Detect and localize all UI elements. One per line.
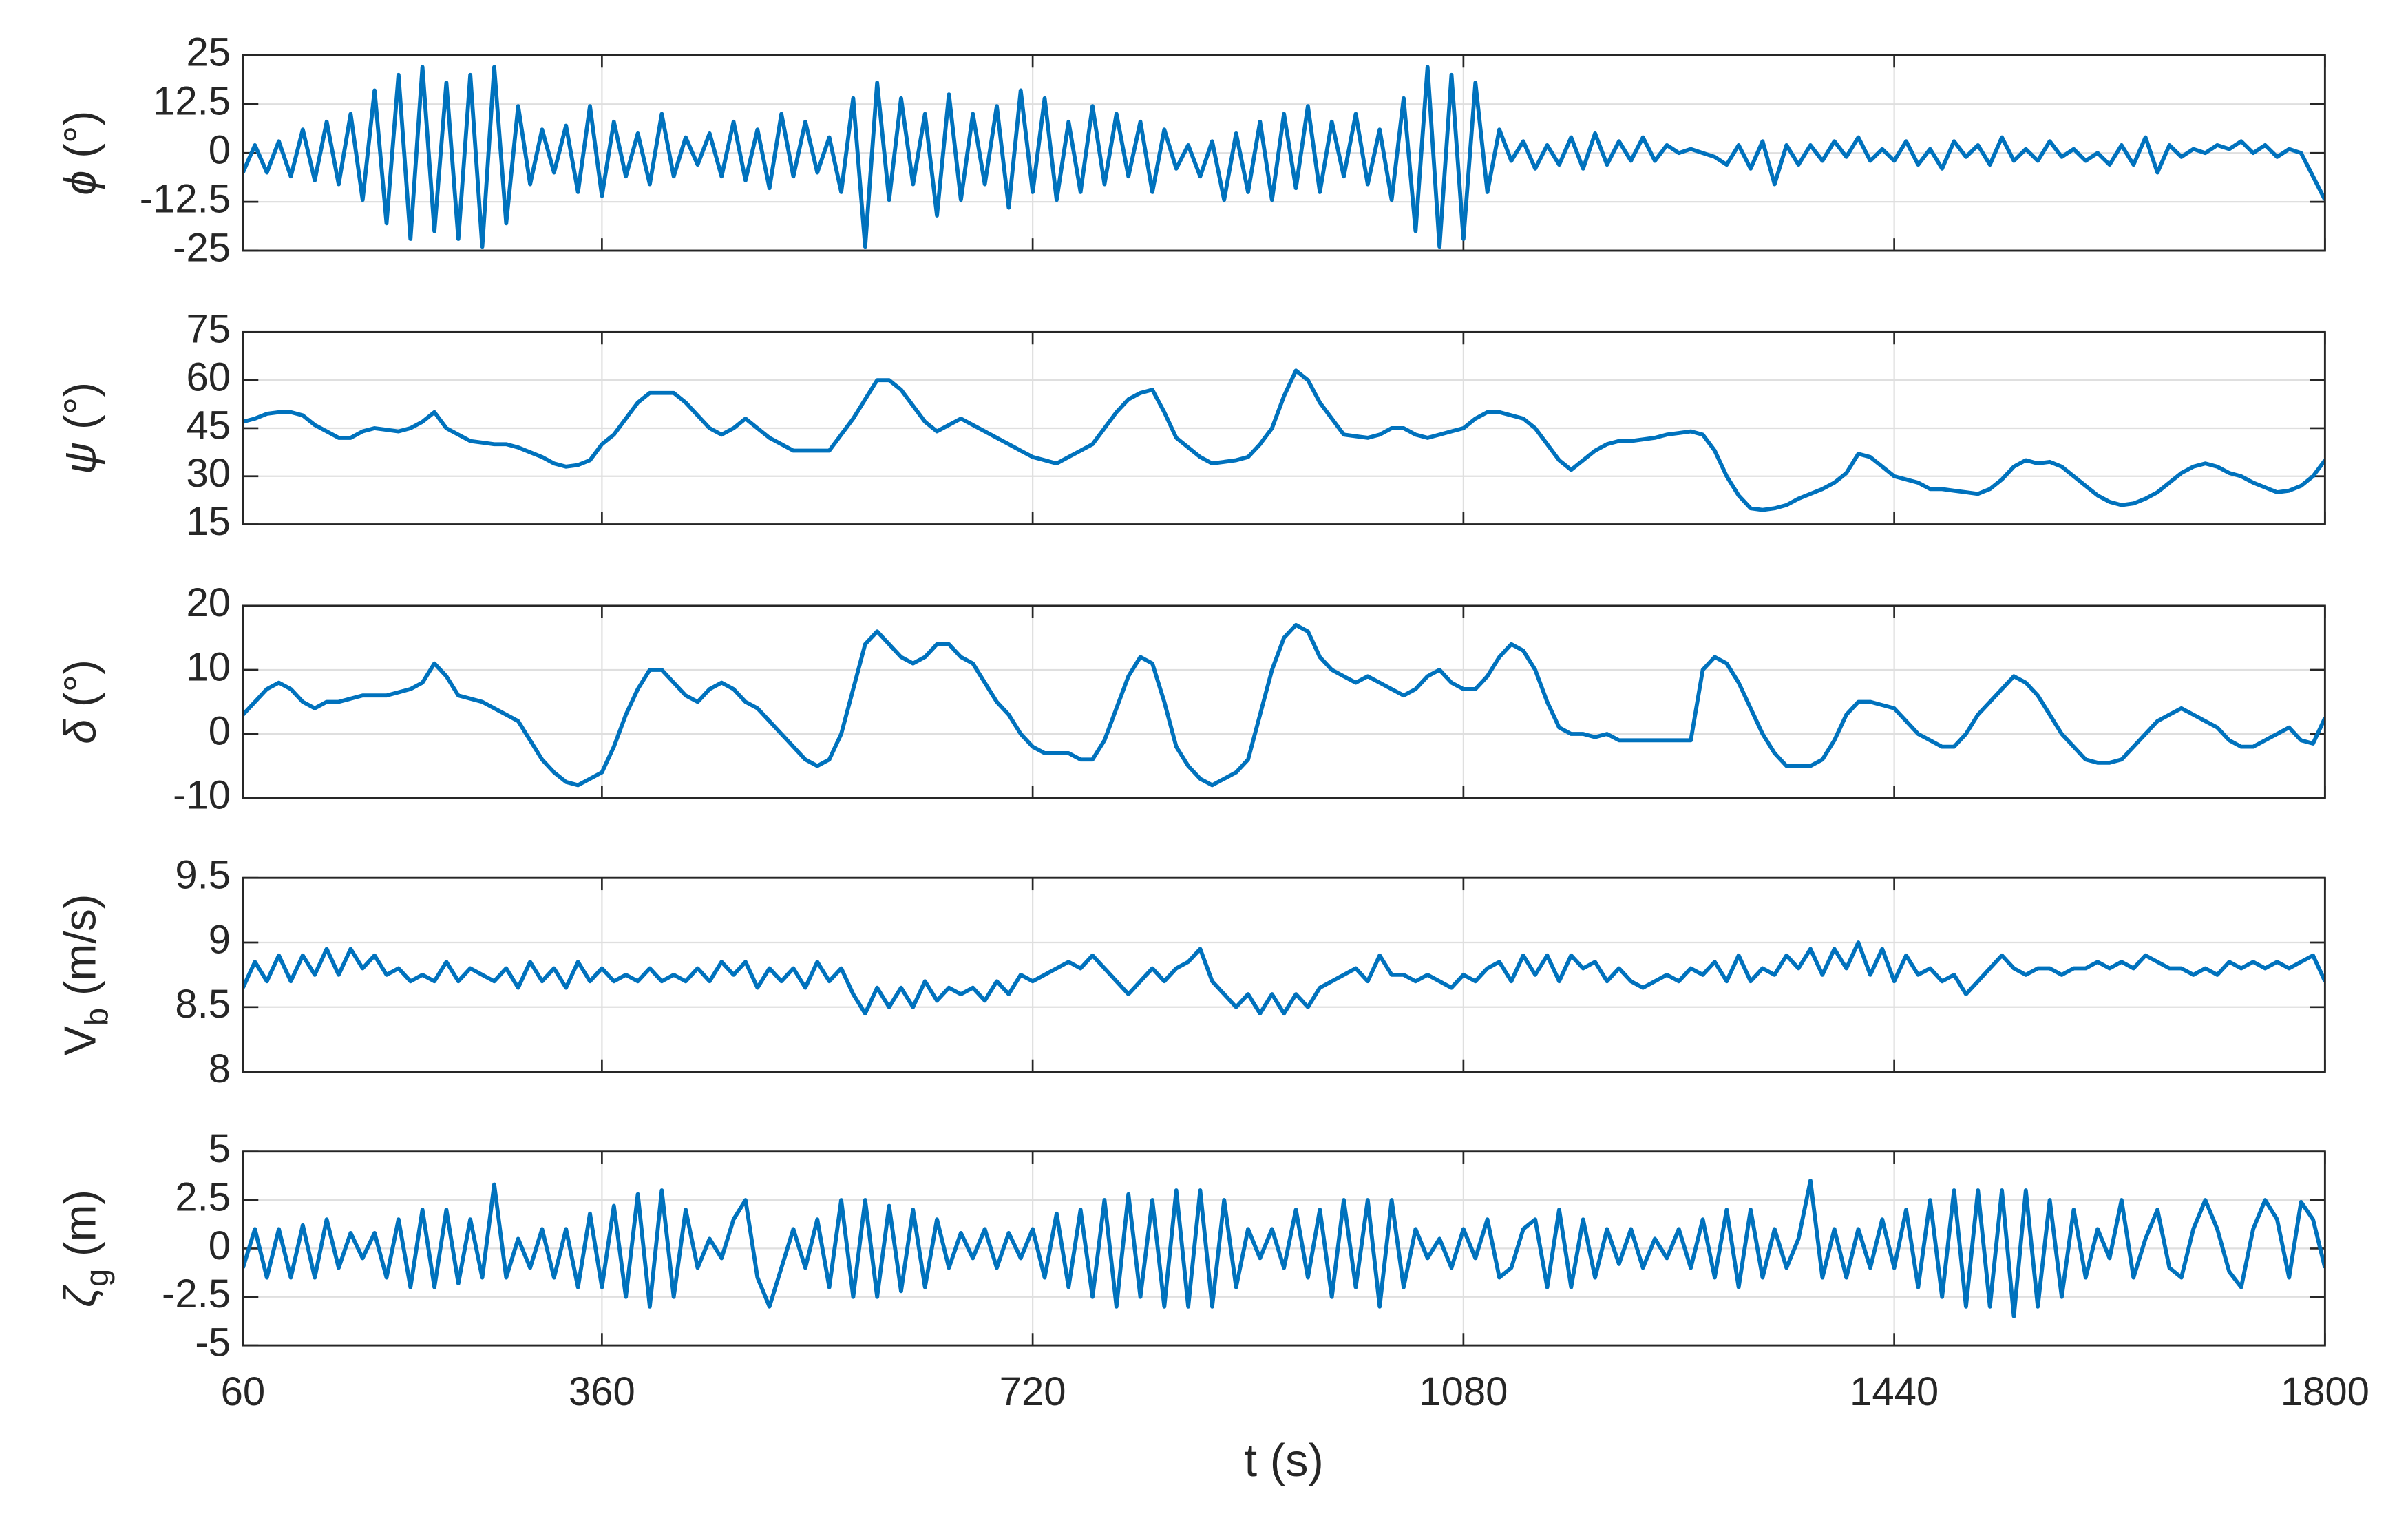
y-tick-label: 2.5: [175, 1175, 231, 1219]
axes-box: [242, 54, 2326, 252]
y-tick-label: 20: [186, 580, 231, 625]
y-tick-label: 0: [209, 128, 231, 173]
y-axis-label: Vb (m/s): [54, 894, 114, 1056]
y-tick-label: 0: [209, 1223, 231, 1268]
y-tick-label: 75: [186, 307, 231, 352]
subplot: -10 0 10 20 δ (°): [54, 580, 2326, 817]
y-axis-label: ζg (m): [54, 1190, 114, 1307]
y-tick-label: 10: [186, 644, 231, 689]
y-tick-label: -5: [195, 1320, 231, 1365]
data-line: [242, 65, 2325, 249]
plot-area: [242, 605, 2325, 799]
y-axis-label: ψ (°): [54, 382, 105, 474]
y-label-unit: (°): [54, 382, 105, 430]
y-tick-label: 8: [209, 1046, 231, 1091]
y-tick-label: 9: [209, 917, 231, 962]
y-tick-label: 9.5: [175, 853, 231, 898]
data-line: [242, 622, 2325, 788]
y-label-unit: (m): [54, 1190, 105, 1256]
y-tick-label: -25: [173, 225, 231, 270]
subplot: -5-2.502.55 ζg (m) 60 360 720 1080 1440 1800 t (s…: [54, 1126, 2369, 1486]
data-line: [242, 940, 2325, 1016]
y-tick-label: -2.5: [162, 1272, 231, 1316]
y-label-symbol: δ: [54, 719, 105, 744]
y-axis-label: ϕ (°): [54, 111, 105, 196]
axes-box: [242, 876, 2326, 1073]
y-tick-label: 30: [186, 451, 231, 496]
x-tick-label: 720: [1000, 1369, 1066, 1414]
axes-box: [242, 1150, 2326, 1347]
y-label-symbol: V: [54, 1026, 105, 1055]
y-label-unit: (°): [54, 660, 105, 707]
y-tick-label: 45: [186, 403, 231, 448]
x-axis-label: t (s): [1244, 1435, 1323, 1486]
x-tick-label: 1080: [1419, 1369, 1508, 1414]
x-tick-label: 60: [221, 1369, 266, 1414]
y-label-subscript: g: [78, 1269, 114, 1287]
y-tick-label: 25: [186, 30, 231, 75]
x-tick-label: 360: [569, 1369, 635, 1414]
y-tick-label: 8.5: [175, 982, 231, 1027]
axes-box: [242, 330, 2326, 525]
y-tick-label: 5: [209, 1126, 231, 1171]
y-label-symbol: ψ: [54, 442, 105, 474]
y-tick-label: -12.5: [140, 176, 231, 221]
x-tick-label: 1440: [1850, 1369, 1939, 1414]
y-tick-label: 12.5: [153, 79, 231, 124]
y-axis-label: δ (°): [54, 660, 105, 744]
x-tick-label: 1800: [2281, 1369, 2369, 1414]
y-tick-label: 0: [209, 708, 231, 753]
axes-box: [242, 604, 2326, 799]
y-label-subscript: b: [78, 1008, 114, 1026]
y-tick-label: 60: [186, 355, 231, 400]
y-label-symbol: ζ: [54, 1285, 105, 1307]
data-line: [242, 1179, 2325, 1318]
y-label-unit: (°): [54, 111, 105, 158]
y-tick-label: 15: [186, 499, 231, 544]
y-tick-label: -10: [173, 772, 231, 817]
plot-area: [242, 878, 2325, 1072]
subplot: 8 8.5 9 9.5 Vb (m/s): [54, 853, 2326, 1091]
y-label-symbol: ϕ: [54, 171, 105, 196]
data-line: [242, 368, 2325, 512]
y-label-unit: (m/s): [54, 894, 105, 996]
